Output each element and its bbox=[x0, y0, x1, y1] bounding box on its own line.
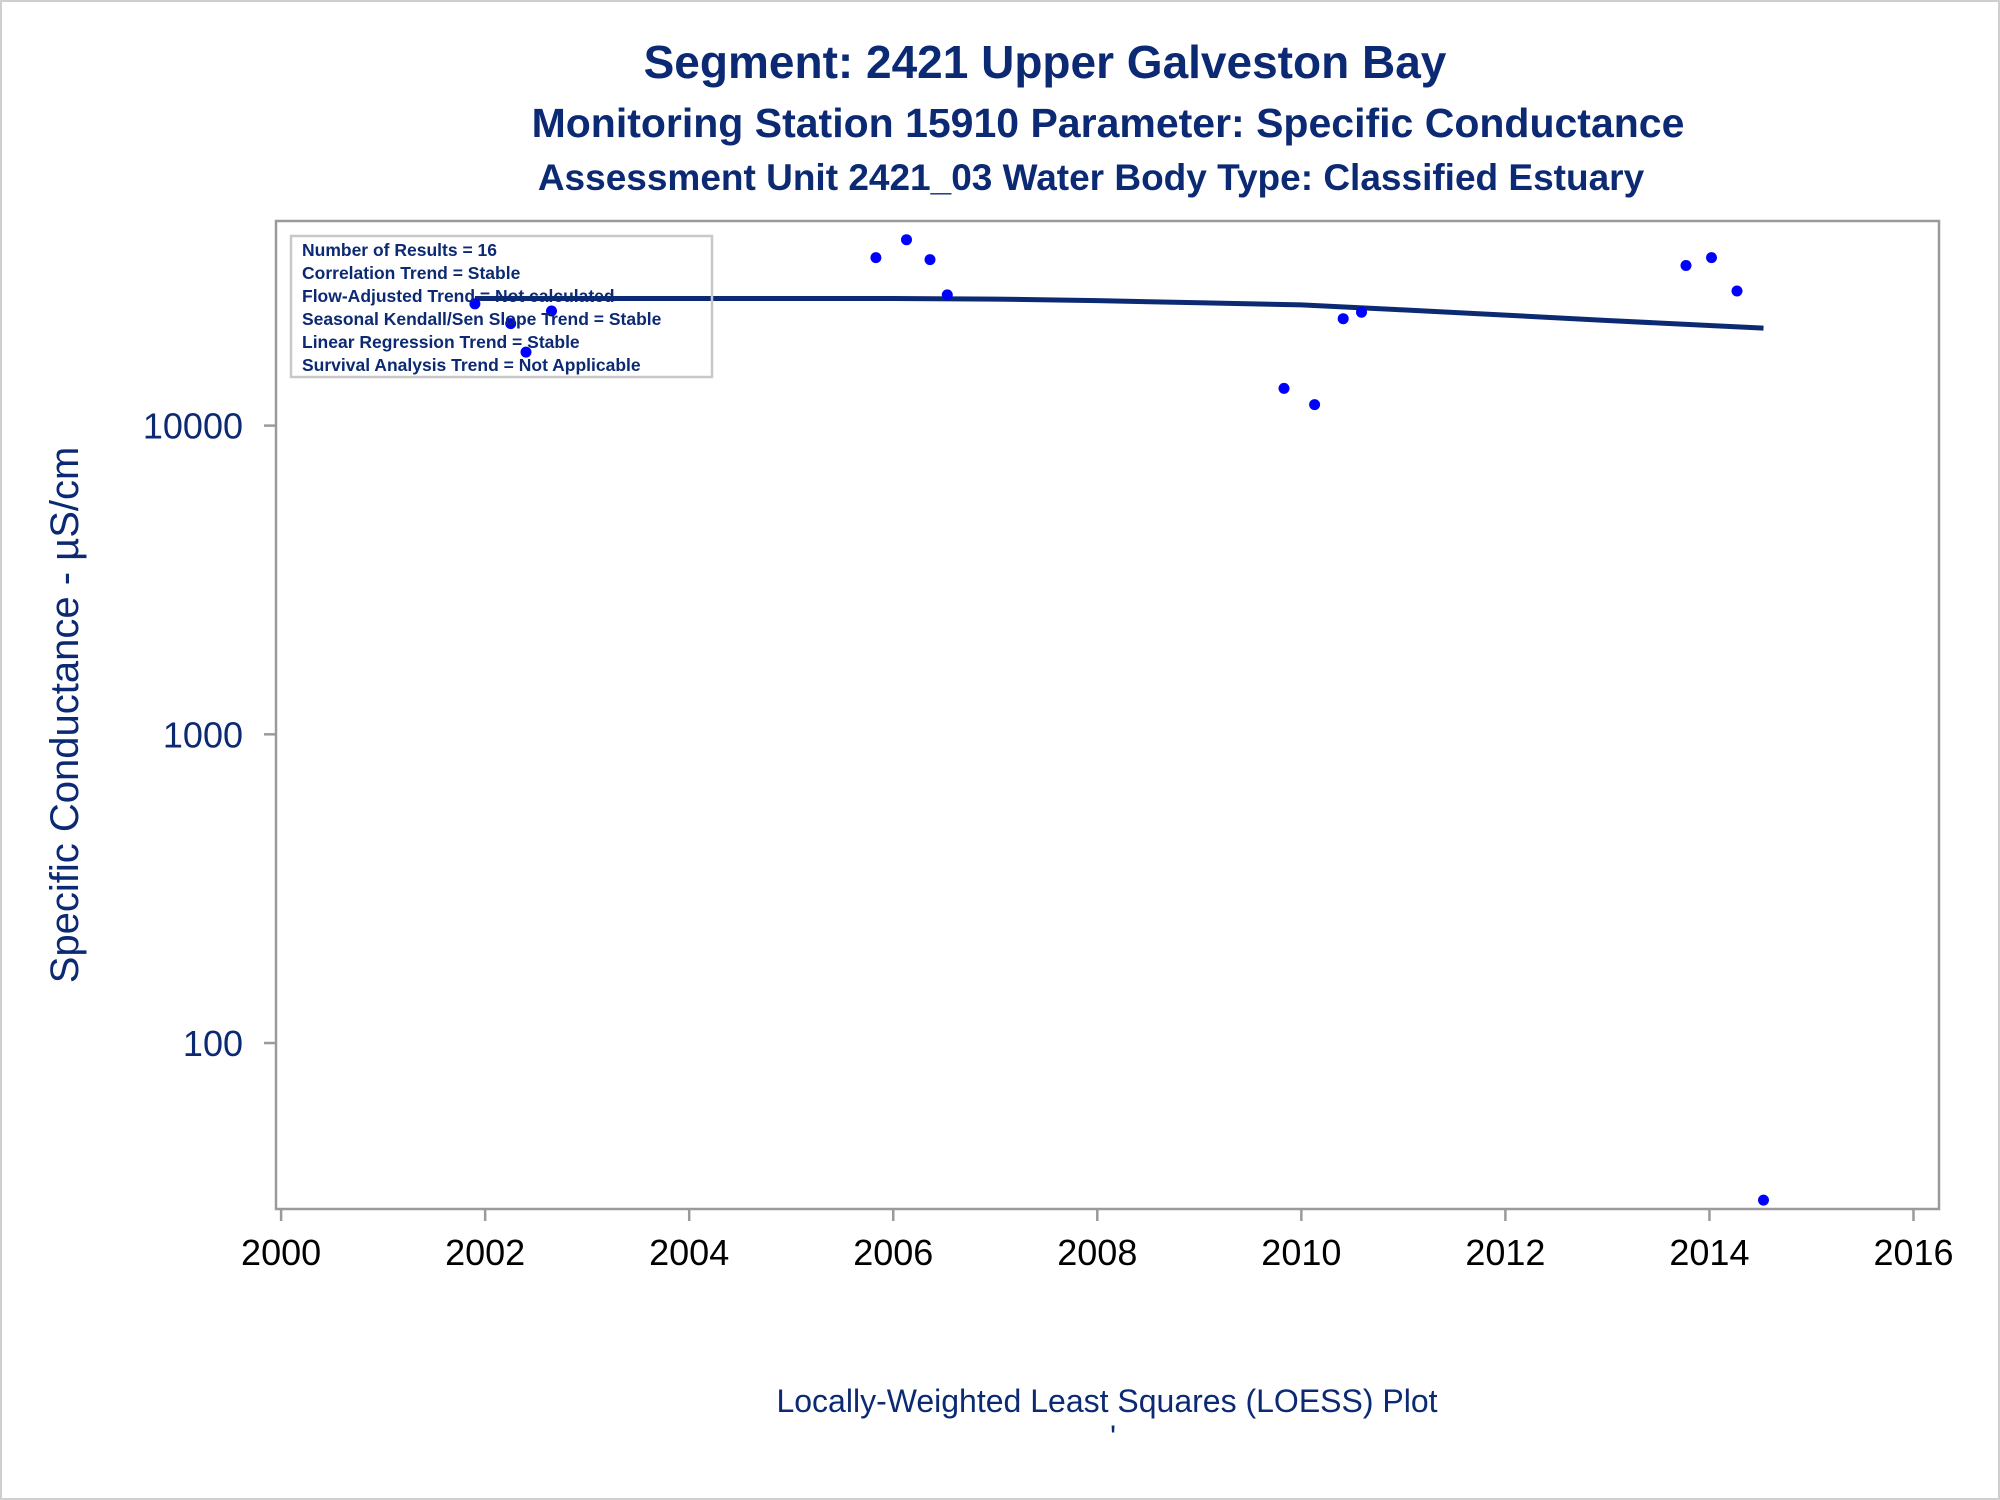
x-tick-label: 2002 bbox=[445, 1232, 525, 1273]
data-point bbox=[924, 254, 936, 266]
stats-box: Number of Results = 16 Correlation Trend… bbox=[289, 234, 714, 379]
chart-subtitle: Monitoring Station 15910 Parameter: Spec… bbox=[532, 100, 1685, 146]
data-point bbox=[1706, 252, 1717, 264]
x-tick-label: 2004 bbox=[649, 1232, 729, 1273]
x-tick-label: 2000 bbox=[241, 1232, 321, 1273]
x-tick-label: 2010 bbox=[1261, 1232, 1341, 1273]
chart-footnote: Locally-Weighted Least Squares (LOESS) P… bbox=[776, 1383, 1437, 1419]
stats-line: Seasonal Kendall/Sen Slope Trend = Stabl… bbox=[302, 309, 662, 329]
data-point bbox=[1356, 306, 1367, 318]
plot-area-frame bbox=[274, 219, 1941, 1211]
data-point bbox=[469, 298, 481, 310]
stats-line: Linear Regression Trend = Stable bbox=[302, 332, 580, 352]
x-tick-label: 2014 bbox=[1669, 1232, 1749, 1273]
data-point bbox=[941, 289, 953, 301]
y-tick-label: 100 bbox=[183, 1023, 243, 1064]
x-tick-label: 2006 bbox=[853, 1232, 933, 1273]
points-layer bbox=[469, 234, 1769, 1206]
data-point bbox=[1731, 285, 1743, 297]
data-point bbox=[870, 252, 882, 264]
data-point bbox=[1680, 260, 1692, 271]
data-point bbox=[1309, 399, 1321, 411]
stats-line: Flow-Adjusted Trend = Not calculated bbox=[302, 286, 615, 306]
stats-line: Number of Results = 16 bbox=[302, 240, 497, 260]
x-axis: 2000 2002 2004 2006 2008 2010 2012 2014 2016 bbox=[241, 1209, 1954, 1273]
data-point bbox=[1758, 1194, 1769, 1206]
x-tick-label: 2012 bbox=[1465, 1232, 1545, 1273]
chart-footnote-mark: ' bbox=[1110, 1419, 1116, 1455]
stats-box-frame bbox=[289, 234, 714, 379]
x-tick-label: 2008 bbox=[1057, 1232, 1137, 1273]
loess-layer bbox=[474, 296, 1764, 331]
data-point bbox=[1278, 382, 1290, 394]
y-tick-label: 1000 bbox=[163, 714, 243, 755]
y-axis: 100 1000 10000 bbox=[143, 406, 276, 1064]
data-point bbox=[520, 346, 532, 358]
data-point bbox=[901, 234, 912, 246]
loess-trend-line bbox=[474, 296, 1764, 331]
y-tick-label: 10000 bbox=[143, 406, 243, 447]
data-point bbox=[546, 305, 557, 317]
stats-line: Survival Analysis Trend = Not Applicable bbox=[302, 355, 641, 375]
data-point bbox=[1337, 313, 1349, 325]
chart-title: Segment: 2421 Upper Galveston Bay bbox=[644, 36, 1447, 88]
chart-subtitle-2: Assessment Unit 2421_03 Water Body Type:… bbox=[538, 157, 1645, 198]
x-tick-label: 2016 bbox=[1873, 1232, 1953, 1273]
y-axis-label: Specific Conductance - µS/cm bbox=[43, 447, 87, 984]
data-point bbox=[505, 318, 517, 330]
stats-line: Correlation Trend = Stable bbox=[302, 263, 521, 283]
